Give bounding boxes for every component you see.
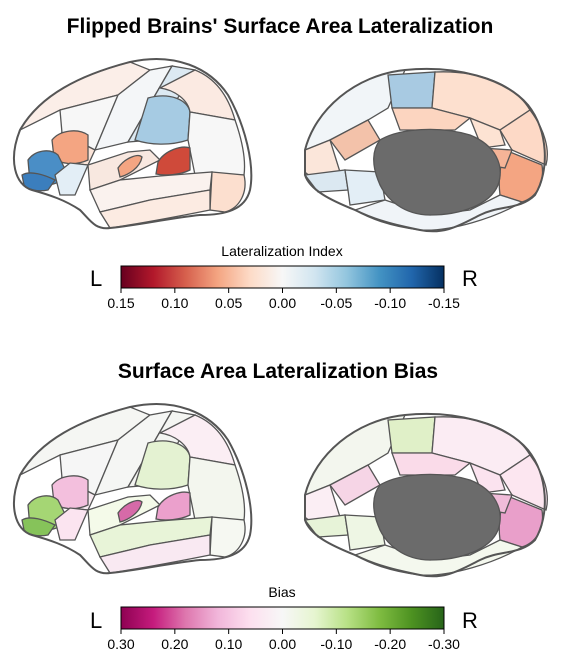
colorbar-tick-label: 0.00 xyxy=(269,636,296,652)
panel-lateralization: Flipped Brains' Surface Area Lateralizat… xyxy=(13,15,548,311)
paracentral-region xyxy=(387,416,436,454)
colorbar-tick-label: 0.30 xyxy=(107,636,134,652)
transverse-temporal-region xyxy=(117,499,143,523)
colorbar-tick-label: 0.00 xyxy=(269,295,296,311)
cuneus-region xyxy=(499,454,548,511)
right-hemisphere-letter: R xyxy=(462,266,478,291)
lateral-brain-view xyxy=(13,58,253,230)
bank-sts-region xyxy=(155,491,191,521)
medial-wall-region xyxy=(373,128,501,216)
colorbar-label: Bias xyxy=(268,584,295,600)
colorbar-tick-label: 0.15 xyxy=(107,295,134,311)
insula-region xyxy=(54,507,89,541)
colorbar-gradient xyxy=(120,265,445,289)
medial-brain-view xyxy=(303,412,548,578)
bank-sts-region xyxy=(155,146,191,176)
inferior-parietal-region xyxy=(187,111,246,176)
lateral-brain-view xyxy=(13,403,253,575)
medial-wall-region xyxy=(373,473,501,561)
colorbar-tick-label: -0.20 xyxy=(374,636,406,652)
insula-region xyxy=(54,162,89,196)
left-hemisphere-letter: L xyxy=(90,608,102,633)
isthmus-region xyxy=(468,116,506,149)
colorbar-tick-label: 0.10 xyxy=(215,636,242,652)
panel-title: Flipped Brains' Surface Area Lateralizat… xyxy=(67,15,494,38)
colorbar-bias: Bias L R 0.30 0.20 0.10 0.00 -0.10 -0.20 -0.30 xyxy=(90,584,478,652)
right-hemisphere-letter: R xyxy=(462,608,478,633)
colorbar-tick-label: 0.10 xyxy=(161,295,188,311)
colorbar-ticks: 0.30 0.20 0.10 0.00 -0.10 -0.20 -0.30 xyxy=(107,629,460,652)
panel-bias: Surface Area Lateralization Bias xyxy=(13,360,548,652)
colorbar-tick-label: -0.10 xyxy=(320,636,352,652)
colorbar-label: Lateralization Index xyxy=(221,243,342,259)
left-hemisphere-letter: L xyxy=(90,266,102,291)
colorbar-ticks: 0.15 0.10 0.05 0.00 -0.05 -0.10 -0.15 xyxy=(107,288,460,311)
medial-brain-view xyxy=(303,67,548,233)
panel-title: Surface Area Lateralization Bias xyxy=(118,360,438,383)
inferior-parietal-region xyxy=(187,456,246,521)
posterior-cingulate-region xyxy=(391,452,472,476)
isthmus-region xyxy=(468,461,506,494)
colorbar-tick-label: 0.20 xyxy=(161,636,188,652)
transverse-temporal-region xyxy=(117,154,143,178)
colorbar-tick-label: -0.30 xyxy=(428,636,460,652)
colorbar-lateralization: Lateralization Index L R 0.15 0.10 0.05 0.0… xyxy=(90,243,478,311)
colorbar-gradient xyxy=(120,606,445,630)
paracentral-region xyxy=(387,71,436,109)
colorbar-tick-label: -0.15 xyxy=(428,295,460,311)
parahippocampal-region xyxy=(344,169,386,206)
colorbar-tick-label: -0.10 xyxy=(374,295,406,311)
cuneus-region xyxy=(499,109,548,166)
parahippocampal-region xyxy=(344,514,386,551)
colorbar-tick-label: -0.05 xyxy=(320,295,352,311)
colorbar-tick-label: 0.05 xyxy=(215,295,242,311)
posterior-cingulate-region xyxy=(391,107,472,131)
